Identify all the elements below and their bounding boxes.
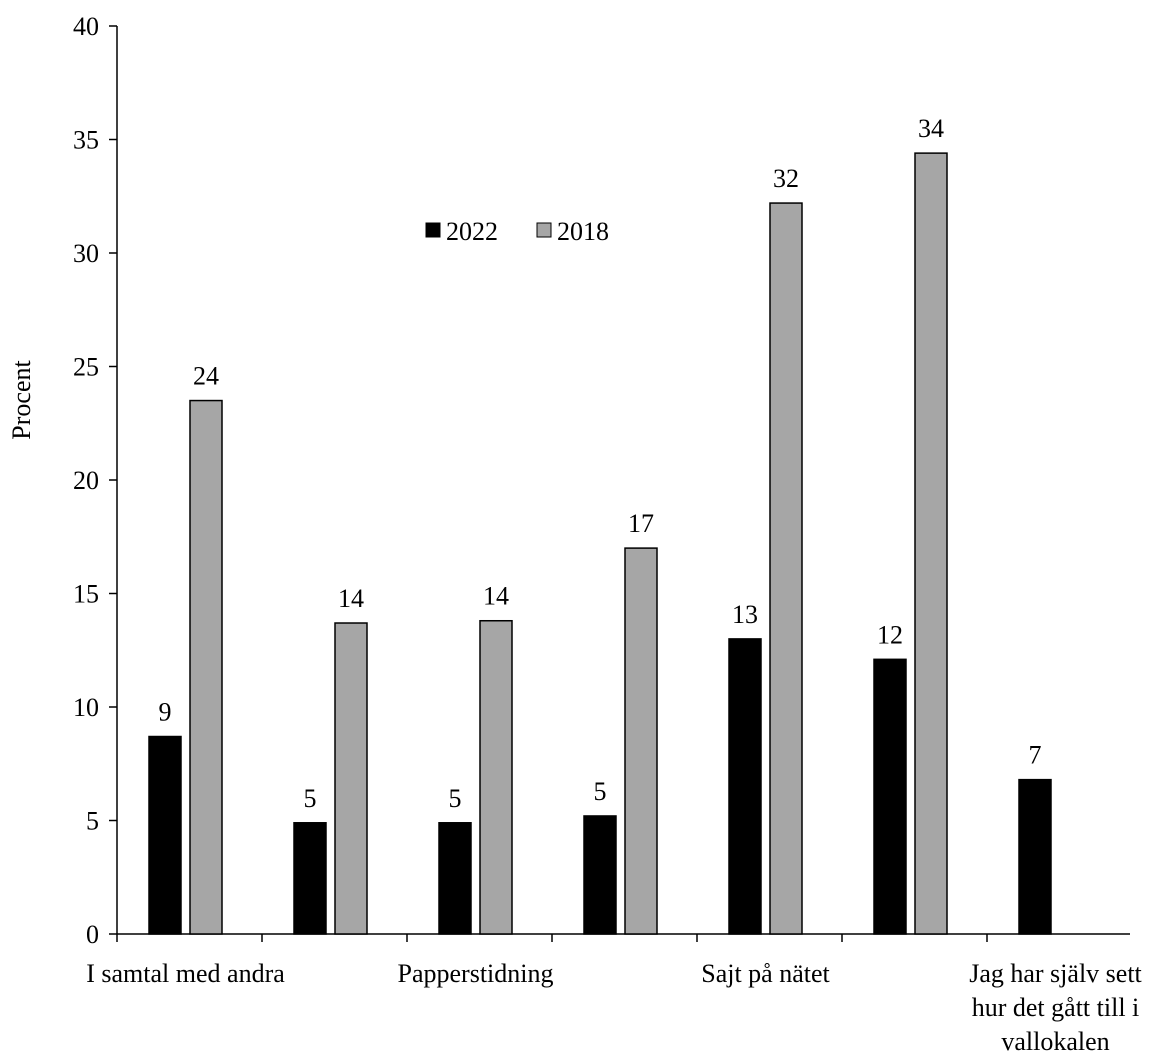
y-tick-label: 30 — [73, 239, 99, 268]
value-label-2022-3: 5 — [594, 777, 607, 806]
legend-label-2022: 2022 — [446, 217, 498, 246]
y-tick-label: 25 — [73, 353, 99, 382]
bar-2018-1 — [334, 622, 368, 935]
value-label-2018-2: 14 — [483, 582, 509, 611]
y-tick-label: 35 — [73, 126, 99, 155]
category-label-4: Sajt på nätet — [701, 959, 830, 988]
bar-2018-5 — [914, 152, 948, 935]
y-axis-ticks: 0 5 10 15 20 25 30 35 40 — [73, 12, 117, 949]
y-tick-label: 0 — [86, 920, 99, 949]
bar-2018-0 — [189, 399, 223, 935]
y-tick-label: 40 — [73, 12, 99, 41]
category-label-6: hur det gått till i — [972, 993, 1140, 1022]
value-label-2022-5: 12 — [877, 620, 903, 649]
value-labels: 9 5 5 5 13 12 7 24 14 14 17 32 34 — [159, 114, 1042, 813]
category-labels: I samtal med andra Papperstidning Sajt på … — [86, 959, 1142, 1056]
value-label-2018-4: 32 — [773, 164, 799, 193]
value-label-2022-1: 5 — [304, 784, 317, 813]
value-label-2022-2: 5 — [449, 784, 462, 813]
bar-2022-3 — [583, 815, 617, 935]
bar-2022-4 — [728, 638, 762, 935]
value-label-2022-4: 13 — [732, 600, 758, 629]
bar-2022-5 — [873, 658, 907, 935]
bars — [148, 152, 1052, 935]
y-axis-label: Procent — [7, 360, 36, 440]
y-tick-label: 5 — [86, 807, 99, 836]
y-tick-label: 15 — [73, 580, 99, 609]
value-label-2022-0: 9 — [159, 698, 172, 727]
bar-2018-2 — [479, 619, 513, 935]
category-label-6: vallokalen — [1001, 1027, 1109, 1056]
axes — [116, 26, 1130, 942]
bar-2022-0 — [148, 735, 182, 935]
category-label-0: I samtal med andra — [86, 959, 285, 988]
bar-2022-6 — [1018, 778, 1052, 935]
value-label-2018-1: 14 — [338, 584, 364, 613]
category-label-2: Papperstidning — [398, 959, 554, 988]
bar-2018-3 — [624, 547, 658, 935]
value-label-2018-0: 24 — [193, 362, 219, 391]
y-tick-label: 10 — [73, 693, 99, 722]
value-label-2018-3: 17 — [628, 509, 654, 538]
legend-swatch-2018 — [536, 222, 552, 238]
bar-2022-1 — [293, 822, 327, 935]
bar-2022-2 — [438, 822, 472, 935]
legend-label-2018: 2018 — [557, 217, 609, 246]
legend-swatch-2022 — [425, 222, 441, 238]
value-label-2022-6: 7 — [1029, 741, 1042, 770]
legend: 2022 2018 — [425, 217, 609, 246]
bar-2018-4 — [769, 202, 803, 935]
category-label-6: Jag har själv sett — [969, 959, 1142, 988]
value-label-2018-5: 34 — [918, 114, 944, 143]
y-tick-label: 20 — [73, 466, 99, 495]
